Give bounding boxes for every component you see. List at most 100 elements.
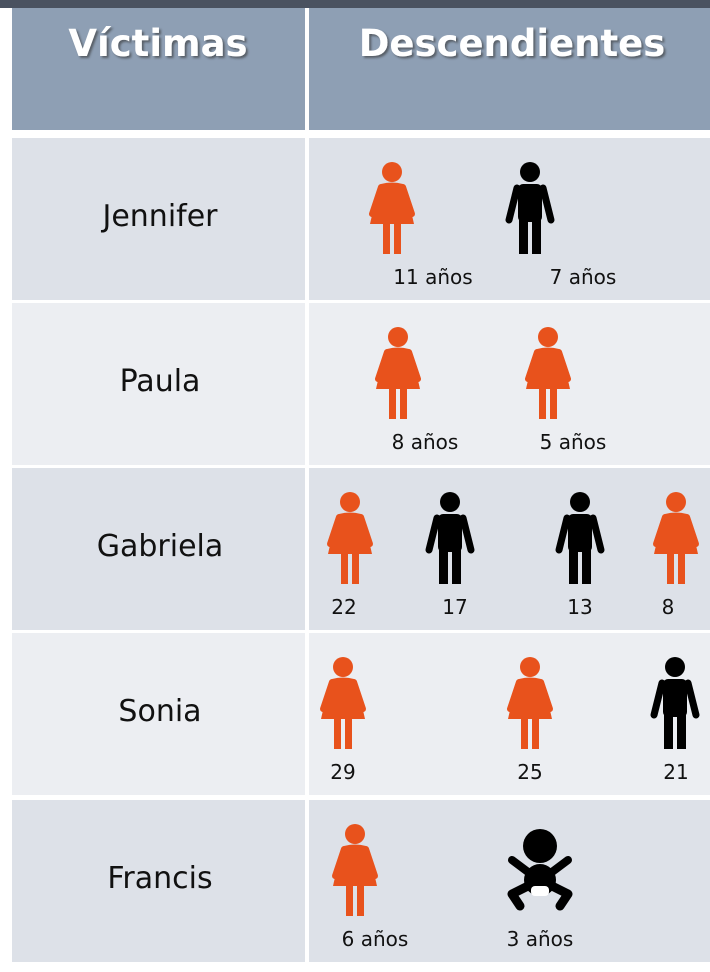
girl-icon [327,492,373,584]
victim-name: Jennifer [100,199,218,234]
leg [519,218,528,254]
top-border [0,0,710,8]
leg [394,222,401,254]
arm [425,514,441,554]
head [570,492,590,512]
leg [352,552,359,584]
arm [548,856,572,876]
child-age: 11 años [393,265,472,289]
children-cell [309,303,710,465]
children-cell [309,468,710,630]
torso [518,184,542,222]
arm [459,514,475,554]
head [520,162,540,182]
head [538,327,558,347]
child-age: 7 años [550,265,617,289]
child-age: 22 [331,595,356,619]
girl-icon [332,824,378,916]
name-cell [12,468,305,630]
boy-icon [425,492,475,584]
leg [345,717,352,749]
name-cell [12,633,305,795]
arm [327,514,342,547]
victim-name: Francis [107,861,212,896]
arm [653,514,668,547]
torso [663,679,687,717]
child-age: 29 [330,760,355,784]
victim-name: Paula [120,364,201,399]
leg [389,387,396,419]
girl-icon [507,657,553,749]
girl-icon [320,657,366,749]
leg [439,548,448,584]
leg [334,717,341,749]
header-label: Víctimas [68,22,247,65]
arm [505,184,521,224]
boy-icon [650,657,700,749]
diaper [531,886,549,896]
leg [539,387,546,419]
head [440,492,460,512]
leg [550,387,557,419]
girl-icon [375,327,421,419]
child-age: 3 años [507,927,574,951]
leg [346,884,353,916]
baby-icon [507,829,573,911]
girl-icon [525,327,571,419]
arm [507,679,522,712]
arm [363,846,378,879]
victim-name: Gabriela [97,529,224,564]
arm [555,514,571,554]
name-cell [12,138,305,300]
child-age: 21 [663,760,688,784]
arm [684,514,699,547]
leg [667,552,674,584]
victim-name: Sonia [118,694,201,729]
arm [538,679,553,712]
boy-icon [505,162,555,254]
leg [400,387,407,419]
head [345,824,365,844]
leg [507,881,533,911]
arm [351,679,366,712]
leg [569,548,578,584]
child-age: 13 [567,595,592,619]
child-age: 6 años [342,927,409,951]
torso [438,514,462,552]
header-cell [12,8,305,130]
head [666,492,686,512]
arm [539,184,555,224]
child-age: 8 [662,595,675,619]
leg [532,717,539,749]
leg [452,548,461,584]
girl-icon [369,162,415,254]
name-cell [12,303,305,465]
arm [358,514,373,547]
leg [383,222,390,254]
girl-icon [653,492,699,584]
child-age: 25 [517,760,542,784]
arm [375,349,390,382]
arm [406,349,421,382]
header-label: Descendientes [359,22,666,65]
head [520,657,540,677]
arm [525,349,540,382]
leg [547,881,573,911]
arm [589,514,605,554]
head [388,327,408,347]
child-age: 5 años [540,430,607,454]
arm [508,856,532,876]
head [665,657,685,677]
arm [332,846,347,879]
leg [341,552,348,584]
arm [556,349,571,382]
arm [369,184,384,217]
arm [650,679,666,719]
head [382,162,402,182]
child-age: 17 [442,595,467,619]
torso [568,514,592,552]
leg [677,713,686,749]
arm [400,184,415,217]
